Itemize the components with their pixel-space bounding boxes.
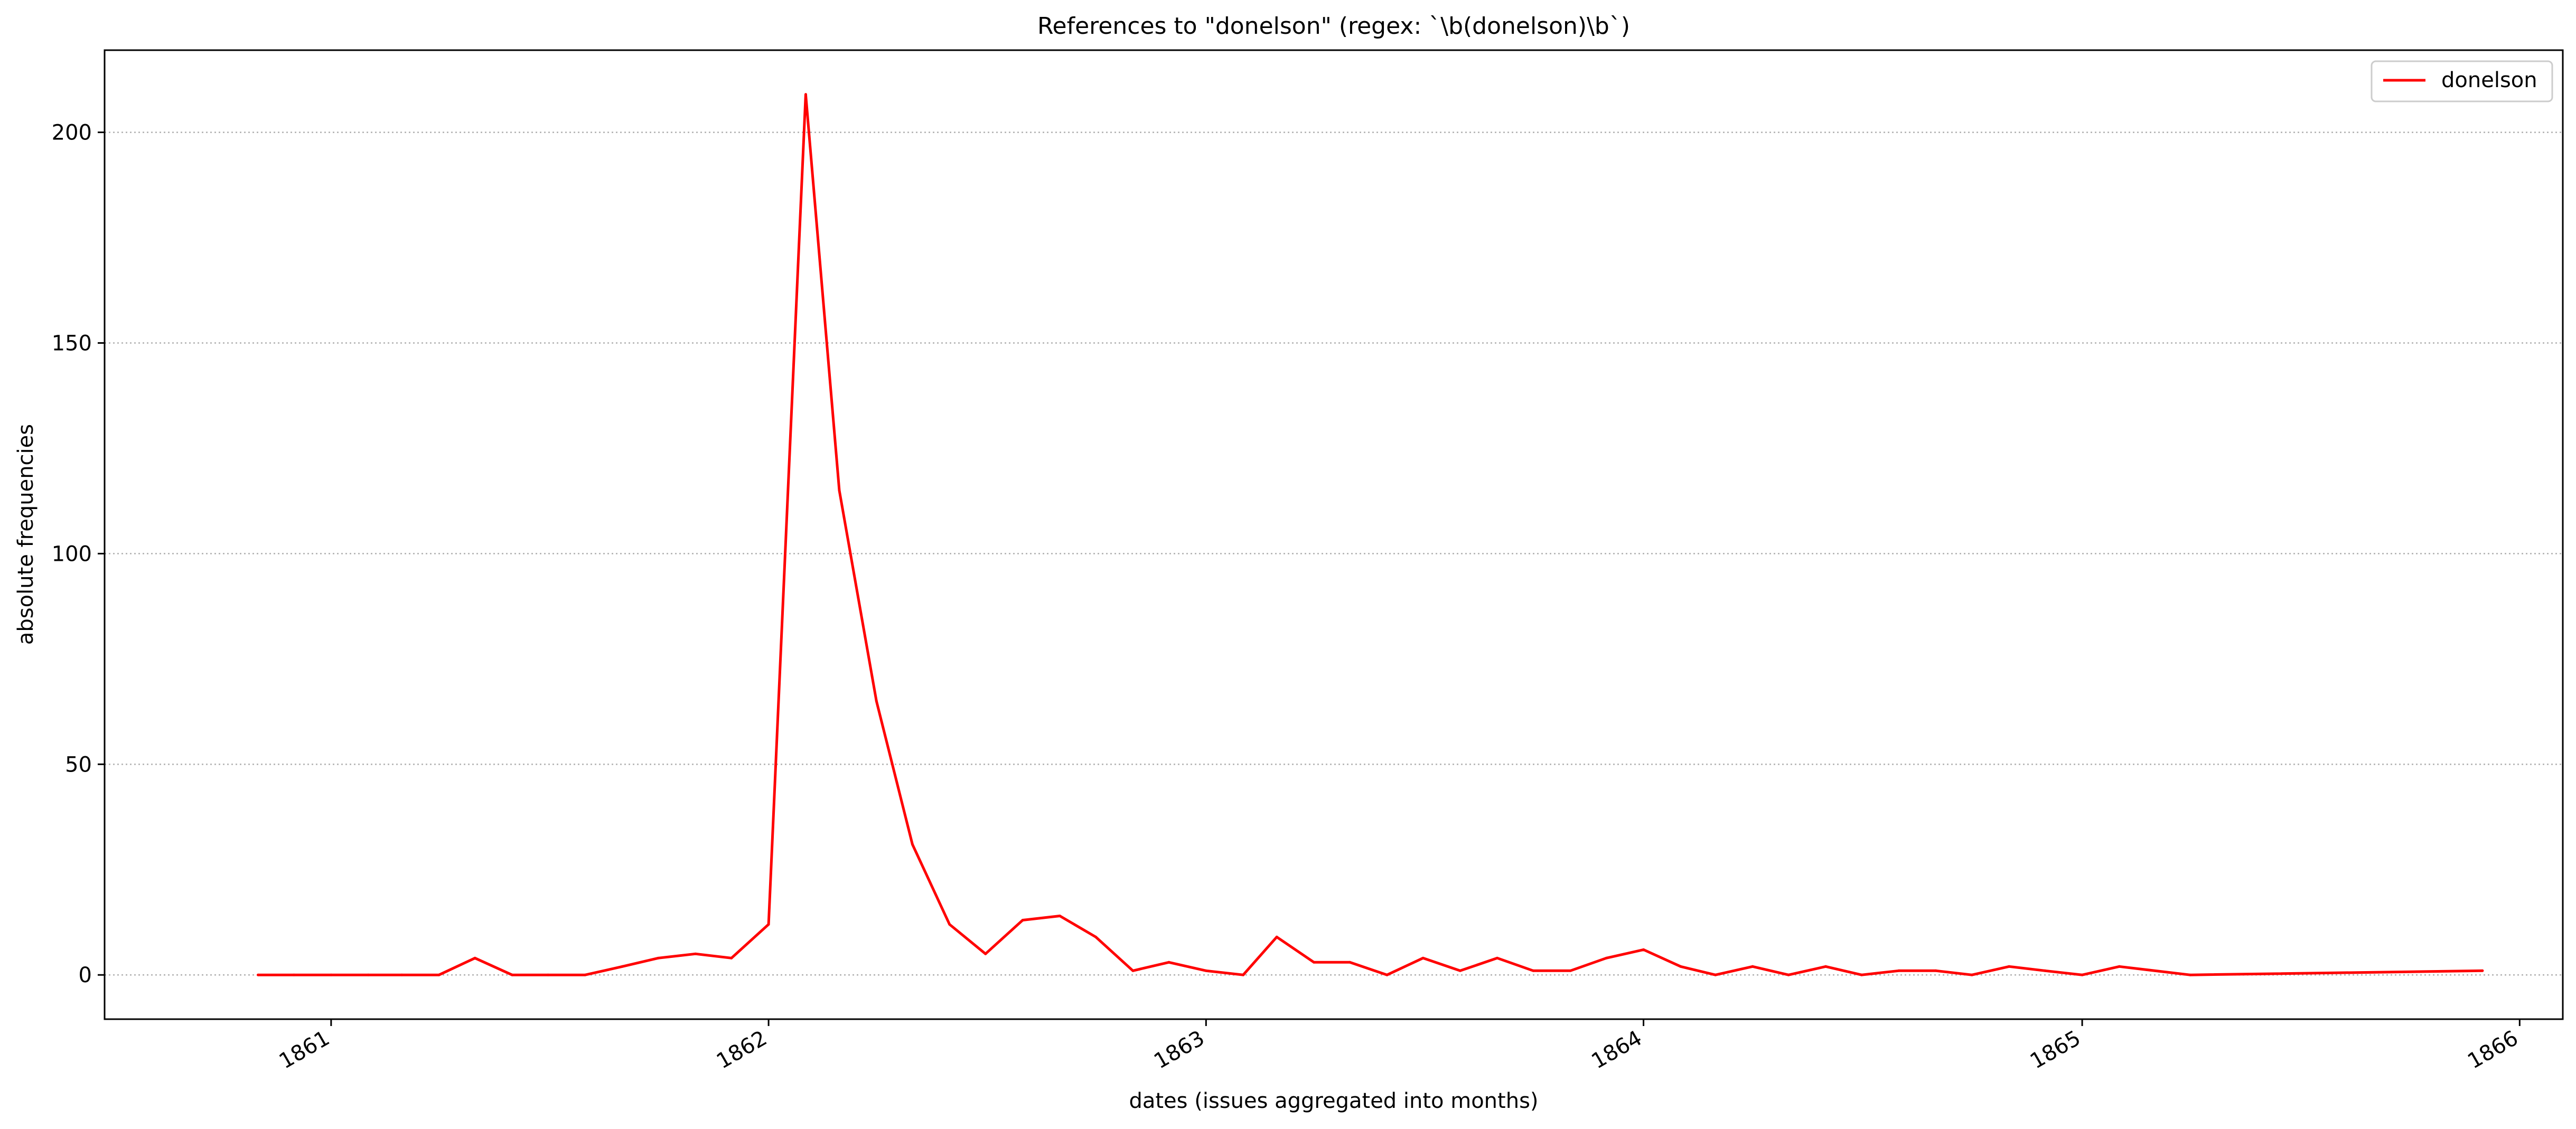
data-point bbox=[875, 700, 878, 703]
data-point bbox=[1605, 956, 1608, 959]
data-point bbox=[1348, 961, 1352, 964]
data-point bbox=[584, 973, 587, 976]
data-point bbox=[1532, 969, 1535, 972]
data-point bbox=[2118, 965, 2121, 968]
data-point bbox=[694, 952, 697, 955]
y-tick-label: 50 bbox=[65, 752, 92, 777]
data-point bbox=[1021, 919, 1024, 922]
data-point bbox=[1751, 965, 1754, 968]
y-axis-label: absolute frequencies bbox=[14, 424, 38, 645]
data-point bbox=[621, 965, 624, 968]
data-point bbox=[1313, 961, 1316, 964]
series-line-donelson bbox=[258, 93, 2483, 976]
data-point bbox=[400, 973, 404, 976]
data-point bbox=[657, 956, 660, 959]
chart-title: References to "donelson" (regex: `\b(don… bbox=[1037, 13, 1630, 40]
data-point bbox=[911, 843, 914, 846]
data-point bbox=[1860, 973, 1863, 976]
data-point bbox=[1496, 956, 1499, 959]
plot-frame bbox=[104, 49, 2564, 1020]
data-point bbox=[1458, 969, 1462, 972]
data-point bbox=[1970, 973, 1973, 976]
data-point bbox=[1058, 915, 1062, 918]
data-point bbox=[330, 973, 333, 976]
data-point bbox=[1824, 965, 1827, 968]
legend: donelson bbox=[2371, 60, 2553, 102]
data-point bbox=[2044, 969, 2047, 972]
data-point bbox=[1934, 969, 1937, 972]
data-point bbox=[1421, 956, 1425, 959]
data-point bbox=[367, 973, 370, 976]
data-point bbox=[2008, 965, 2011, 968]
data-point bbox=[293, 973, 296, 976]
data-point bbox=[1275, 935, 1278, 938]
data-point bbox=[1642, 948, 1645, 951]
data-point bbox=[984, 952, 987, 955]
data-point bbox=[1569, 969, 1572, 972]
y-tick-label: 100 bbox=[52, 542, 92, 566]
data-point bbox=[2481, 969, 2484, 972]
data-point bbox=[511, 973, 514, 976]
data-point bbox=[1787, 973, 1790, 976]
y-tick-label: 0 bbox=[79, 963, 92, 987]
data-point bbox=[1242, 973, 1245, 976]
data-point bbox=[730, 956, 733, 959]
data-point bbox=[256, 973, 259, 976]
data-point bbox=[2188, 973, 2191, 976]
data-point bbox=[948, 923, 951, 926]
data-point bbox=[1094, 935, 1098, 938]
data-point bbox=[1714, 973, 1717, 976]
data-point bbox=[547, 973, 550, 976]
data-point bbox=[437, 973, 441, 976]
data-point bbox=[804, 93, 807, 96]
data-point bbox=[1385, 973, 1389, 976]
data-point bbox=[767, 923, 770, 926]
data-point bbox=[838, 489, 841, 492]
series bbox=[256, 93, 2484, 976]
data-point bbox=[1679, 965, 1682, 968]
legend-label: donelson bbox=[2441, 68, 2537, 92]
data-point bbox=[2081, 973, 2084, 976]
data-point bbox=[1167, 961, 1170, 964]
y-tick-label: 200 bbox=[52, 121, 92, 145]
x-axis-label: dates (issues aggregated into months) bbox=[1129, 1089, 1538, 1113]
data-point bbox=[473, 956, 476, 959]
data-point bbox=[1131, 969, 1135, 972]
data-point bbox=[1897, 969, 1900, 972]
legend-box bbox=[2371, 60, 2553, 102]
data-point bbox=[1204, 969, 1207, 972]
y-tick-label: 150 bbox=[52, 331, 92, 355]
